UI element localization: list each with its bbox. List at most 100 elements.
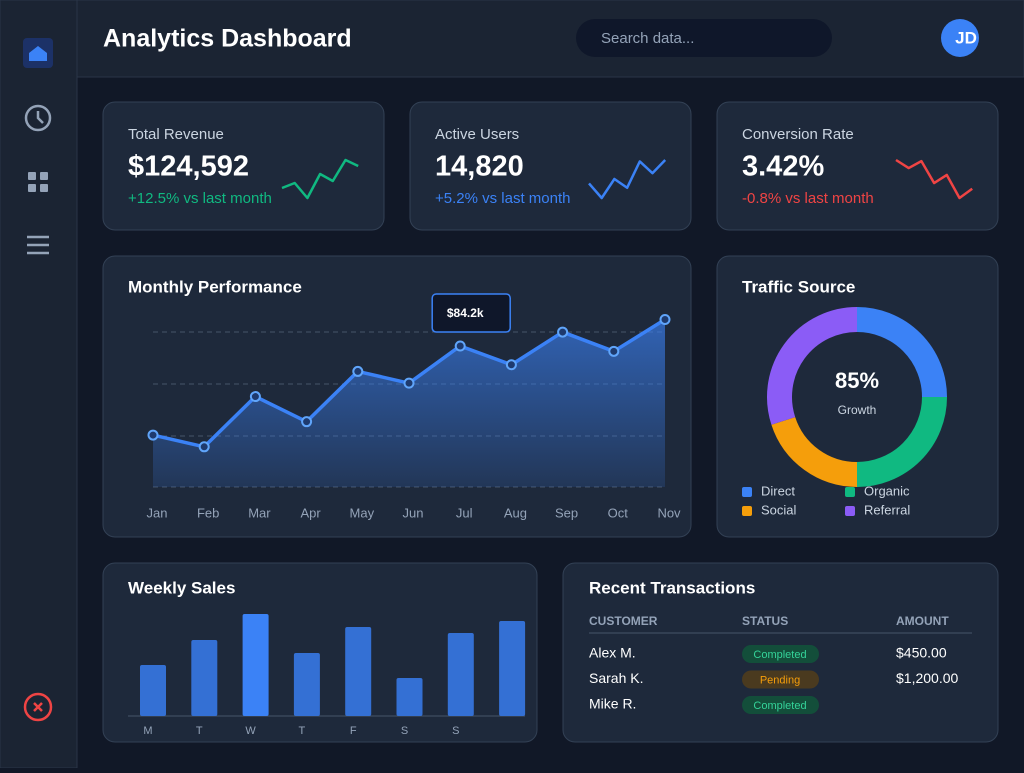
topbar <box>76 0 1024 78</box>
bar <box>499 621 526 716</box>
traffic-card <box>716 255 999 538</box>
x-tick-label: Jul <box>456 505 473 520</box>
x-tick-label: S <box>401 725 408 737</box>
x-tick-label: Jun <box>403 505 424 520</box>
bar <box>191 640 218 716</box>
search-box[interactable] <box>576 19 832 57</box>
nav-menu[interactable] <box>27 235 49 255</box>
status-pill <box>742 645 819 663</box>
x-tick-label: Sep <box>555 505 578 520</box>
column-header: CUSTOMER <box>589 614 658 628</box>
x-tick-label: T <box>196 725 203 737</box>
status-pill <box>742 696 819 714</box>
bar <box>345 627 372 716</box>
bar <box>447 633 474 716</box>
nav-close[interactable] <box>23 692 53 722</box>
x-tick-label: Aug <box>504 505 527 520</box>
sparkline <box>895 158 973 200</box>
column-header: STATUS <box>742 614 788 628</box>
kpi-label: Active Users <box>435 126 519 143</box>
kpi-card <box>102 101 385 231</box>
status-pill <box>742 670 819 689</box>
legend-swatch <box>845 487 855 497</box>
area <box>153 319 665 487</box>
nav-grid[interactable] <box>28 172 48 192</box>
avatar-initials: JD <box>955 28 977 47</box>
point <box>557 326 569 338</box>
nav-home[interactable] <box>23 38 53 68</box>
x-tick-label: Mar <box>248 505 271 520</box>
x-tick-label: S <box>452 725 459 737</box>
cell: Sarah K. <box>589 670 643 686</box>
kpi-card <box>716 101 999 231</box>
avatar[interactable] <box>941 19 979 57</box>
donut-segment <box>856 396 947 487</box>
x-tick-label: M <box>143 725 152 737</box>
point <box>147 429 159 441</box>
sparkline <box>281 158 359 200</box>
cell: Mike R. <box>589 696 636 712</box>
card-title: Weekly Sales <box>128 578 235 597</box>
card-title: Traffic Source <box>742 277 855 296</box>
status: Completed <box>753 700 806 712</box>
bar <box>242 614 269 716</box>
tooltip <box>431 293 511 333</box>
search-placeholder: Search data... <box>601 30 694 47</box>
card-title: Recent Transactions <box>589 578 755 597</box>
kpi-value: 14,820 <box>435 151 524 183</box>
kpi-change: -0.8% vs last month <box>742 190 874 207</box>
cell: $1,200.00 <box>896 670 958 686</box>
column-header: AMOUNT <box>896 614 949 628</box>
donut-segment <box>856 307 947 398</box>
point <box>608 345 620 357</box>
kpi-label: Total Revenue <box>128 126 224 143</box>
point <box>352 365 364 377</box>
legend-label: Social <box>761 502 797 517</box>
legend-swatch <box>845 506 855 516</box>
legend-label: Referral <box>864 502 910 517</box>
tooltip-label: $84.2k <box>447 306 484 320</box>
donut-center-label: Growth <box>838 403 877 417</box>
point <box>454 340 466 352</box>
x-tick-label: May <box>350 505 375 520</box>
sidebar <box>0 0 78 769</box>
x-tick-label: F <box>350 725 357 737</box>
donut-segment <box>771 416 858 487</box>
point <box>505 359 517 371</box>
x-tick-label: Oct <box>608 505 629 520</box>
kpi-change: +5.2% vs last month <box>435 190 570 207</box>
sparkline <box>588 159 667 200</box>
x-tick-label: Jan <box>147 505 168 520</box>
kpi-card <box>409 101 692 231</box>
point <box>301 416 313 428</box>
x-tick-label: Nov <box>657 505 681 520</box>
x-tick-label: Apr <box>300 505 321 520</box>
donut-segment <box>767 307 858 425</box>
point <box>403 377 415 389</box>
status: Completed <box>753 649 806 661</box>
status: Pending <box>760 674 800 686</box>
kpi-change: +12.5% vs last month <box>128 190 272 207</box>
bar <box>293 653 320 716</box>
card-title: Monthly Performance <box>128 277 302 296</box>
x-tick-label: W <box>245 725 256 737</box>
kpi-value: $124,592 <box>128 151 249 183</box>
bar <box>396 678 423 716</box>
nav-history[interactable] <box>24 104 52 132</box>
page-title: Analytics Dashboard <box>103 25 352 53</box>
legend-label: Organic <box>864 483 910 498</box>
point <box>198 441 210 453</box>
x-tick-label: Feb <box>197 505 219 520</box>
kpi-label: Conversion Rate <box>742 126 854 143</box>
point <box>659 314 671 325</box>
x-tick-label: T <box>299 725 306 737</box>
cell: Alex M. <box>589 645 636 661</box>
donut-center-value: 85% <box>835 368 879 393</box>
bar <box>140 665 166 716</box>
point <box>249 391 261 403</box>
cell: $450.00 <box>896 645 947 661</box>
legend-swatch <box>742 487 752 497</box>
legend-swatch <box>742 506 752 516</box>
